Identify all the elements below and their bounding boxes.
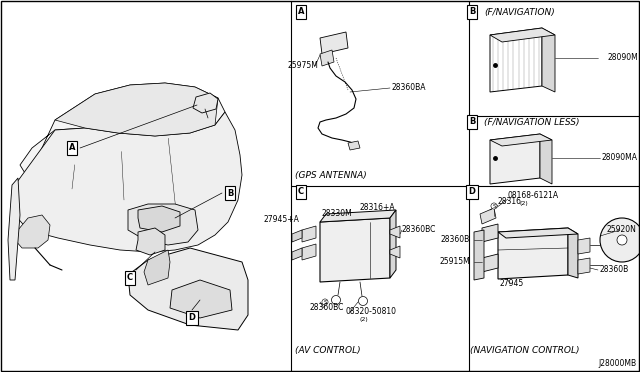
Polygon shape: [302, 244, 316, 260]
Text: B: B: [469, 7, 475, 16]
Polygon shape: [138, 206, 180, 232]
Text: J28000MB: J28000MB: [599, 359, 637, 368]
Text: B: B: [227, 189, 233, 198]
Text: C: C: [127, 273, 133, 282]
Polygon shape: [320, 210, 396, 222]
Polygon shape: [15, 215, 50, 248]
Polygon shape: [55, 83, 218, 136]
Polygon shape: [390, 210, 396, 278]
Text: 28360BC: 28360BC: [402, 225, 436, 234]
Polygon shape: [568, 228, 578, 278]
Polygon shape: [320, 32, 348, 54]
Polygon shape: [390, 246, 400, 258]
Text: (F/NAVIGATION LESS): (F/NAVIGATION LESS): [484, 118, 579, 126]
Circle shape: [617, 235, 627, 245]
Polygon shape: [490, 134, 552, 146]
Polygon shape: [490, 134, 540, 184]
Polygon shape: [170, 280, 232, 318]
Polygon shape: [20, 83, 225, 178]
Text: 25915M: 25915M: [439, 257, 470, 266]
Text: 25920N: 25920N: [606, 225, 636, 234]
Text: 08320-50810: 08320-50810: [346, 308, 397, 317]
Text: 28360BC: 28360BC: [310, 304, 344, 312]
Polygon shape: [128, 248, 248, 330]
Polygon shape: [292, 248, 302, 260]
Polygon shape: [482, 224, 498, 242]
Text: (NAVIGATION CONTROL): (NAVIGATION CONTROL): [470, 346, 579, 355]
Text: D: D: [468, 187, 476, 196]
Text: (F/NAVIGATION): (F/NAVIGATION): [484, 7, 555, 16]
Text: 28090M: 28090M: [607, 54, 638, 62]
Text: 28360BA: 28360BA: [392, 83, 426, 93]
Text: (2): (2): [520, 202, 529, 206]
Polygon shape: [480, 208, 496, 224]
Text: C: C: [298, 187, 304, 196]
Text: (GPS ANTENNA): (GPS ANTENNA): [295, 171, 367, 180]
Polygon shape: [144, 250, 170, 285]
Text: S: S: [323, 299, 327, 305]
Text: B: B: [469, 118, 475, 126]
Polygon shape: [578, 238, 590, 254]
Polygon shape: [320, 218, 390, 282]
Polygon shape: [320, 50, 334, 66]
Text: 28316+A: 28316+A: [360, 203, 396, 212]
Polygon shape: [128, 204, 198, 245]
Polygon shape: [542, 28, 555, 92]
Polygon shape: [136, 228, 165, 255]
Text: 28360B: 28360B: [600, 266, 629, 275]
Text: 25975M: 25975M: [287, 61, 318, 71]
Text: D: D: [189, 314, 195, 323]
Polygon shape: [12, 112, 242, 252]
Text: 28330M: 28330M: [322, 208, 353, 218]
Text: 08168-6121A: 08168-6121A: [508, 192, 559, 201]
Polygon shape: [292, 230, 302, 242]
Text: (AV CONTROL): (AV CONTROL): [295, 346, 360, 355]
Polygon shape: [8, 178, 20, 280]
Polygon shape: [498, 228, 568, 279]
Polygon shape: [578, 258, 590, 274]
Text: 28316: 28316: [498, 198, 522, 206]
Polygon shape: [482, 254, 498, 272]
Circle shape: [600, 218, 640, 262]
Polygon shape: [498, 228, 578, 238]
Polygon shape: [348, 141, 360, 150]
Text: A: A: [298, 7, 304, 16]
Polygon shape: [474, 230, 484, 280]
Text: A: A: [68, 144, 76, 153]
Text: 28090MA: 28090MA: [602, 154, 638, 163]
Text: S: S: [492, 203, 496, 208]
Polygon shape: [540, 134, 552, 184]
Polygon shape: [193, 93, 218, 113]
Text: 28360B: 28360B: [441, 235, 470, 244]
Polygon shape: [490, 28, 555, 42]
Polygon shape: [390, 226, 400, 238]
Text: (2): (2): [360, 317, 369, 323]
Text: 27945: 27945: [500, 279, 524, 289]
Polygon shape: [302, 226, 316, 242]
Text: 27945+A: 27945+A: [263, 215, 299, 224]
